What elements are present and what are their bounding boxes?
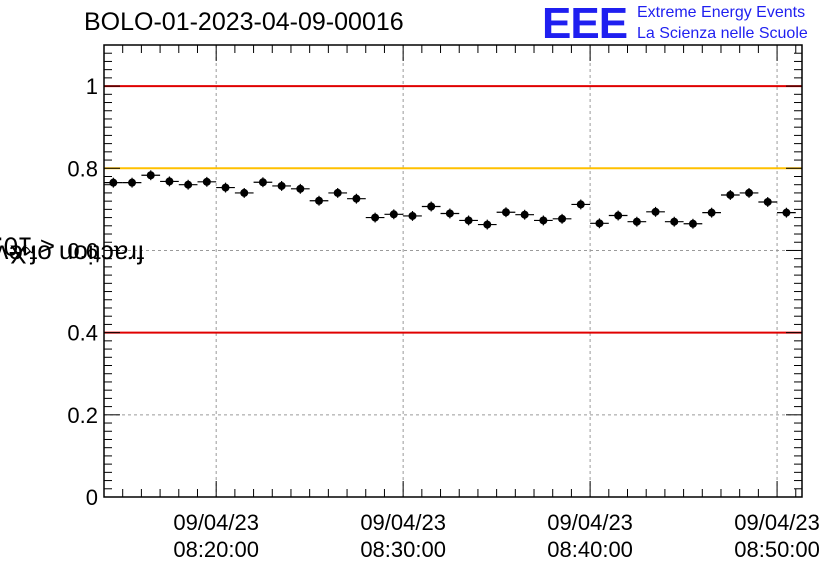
- data-point: [333, 188, 342, 197]
- data-point: [165, 177, 174, 186]
- data-point: [726, 190, 735, 199]
- eee-logo: EEE: [542, 0, 628, 48]
- data-point: [782, 208, 791, 217]
- data-point: [501, 208, 510, 217]
- data-point: [632, 217, 641, 226]
- data-point: [315, 196, 324, 205]
- data-point: [427, 202, 436, 211]
- data-point: [688, 219, 697, 228]
- x-tick-date-label: 09/04/23: [173, 510, 259, 535]
- y-tick-label: 0.6: [67, 238, 98, 263]
- data-point: [128, 178, 137, 187]
- data-point: [558, 214, 567, 223]
- data-point: [258, 178, 267, 187]
- x-tick-label: 08:20:00: [173, 537, 259, 562]
- data-point: [352, 194, 361, 203]
- x-tick-label: 08:30:00: [360, 537, 446, 562]
- data-point: [464, 216, 473, 225]
- data-point: [371, 213, 380, 222]
- data-point: [389, 210, 398, 219]
- logo-line-1: Extreme Energy Events: [637, 4, 806, 21]
- y-tick-label: 0.2: [67, 403, 98, 428]
- y-tick-label: 0.8: [67, 156, 98, 181]
- data-point: [745, 188, 754, 197]
- data-point: [109, 178, 118, 187]
- data-point: [576, 200, 585, 209]
- data-point: [651, 207, 660, 216]
- data-point: [614, 211, 623, 220]
- data-point: [520, 210, 529, 219]
- data-point: [670, 217, 679, 226]
- y-axis-label-post: < 10.0: [0, 231, 56, 262]
- x-tick-label: 08:50:00: [734, 537, 820, 562]
- data-point: [221, 183, 230, 192]
- x-tick-label: 08:40:00: [547, 537, 633, 562]
- data-point: [146, 171, 155, 180]
- data-point: [240, 188, 249, 197]
- logo-line-2: La Scienza nelle Scuole: [637, 25, 808, 42]
- data-point: [296, 184, 305, 193]
- data-point: [277, 181, 286, 190]
- chart-title: BOLO-01-2023-04-09-00016: [84, 8, 404, 36]
- y-tick-label: 1: [86, 74, 98, 99]
- x-tick-date-label: 09/04/23: [547, 510, 633, 535]
- y-tick-label: 0: [86, 485, 98, 510]
- data-point: [539, 216, 548, 225]
- plot-frame: [103, 44, 803, 498]
- data-point: [184, 180, 193, 189]
- data-point: [595, 219, 604, 228]
- x-tick-date-label: 09/04/23: [360, 510, 446, 535]
- x-tick-date-label: 09/04/23: [734, 510, 820, 535]
- data-point: [202, 177, 211, 186]
- data-point: [483, 220, 492, 229]
- data-point: [408, 211, 417, 220]
- data-point: [445, 209, 454, 218]
- y-tick-label: 0.4: [67, 321, 98, 346]
- data-point: [763, 197, 772, 206]
- data-point: [707, 208, 716, 217]
